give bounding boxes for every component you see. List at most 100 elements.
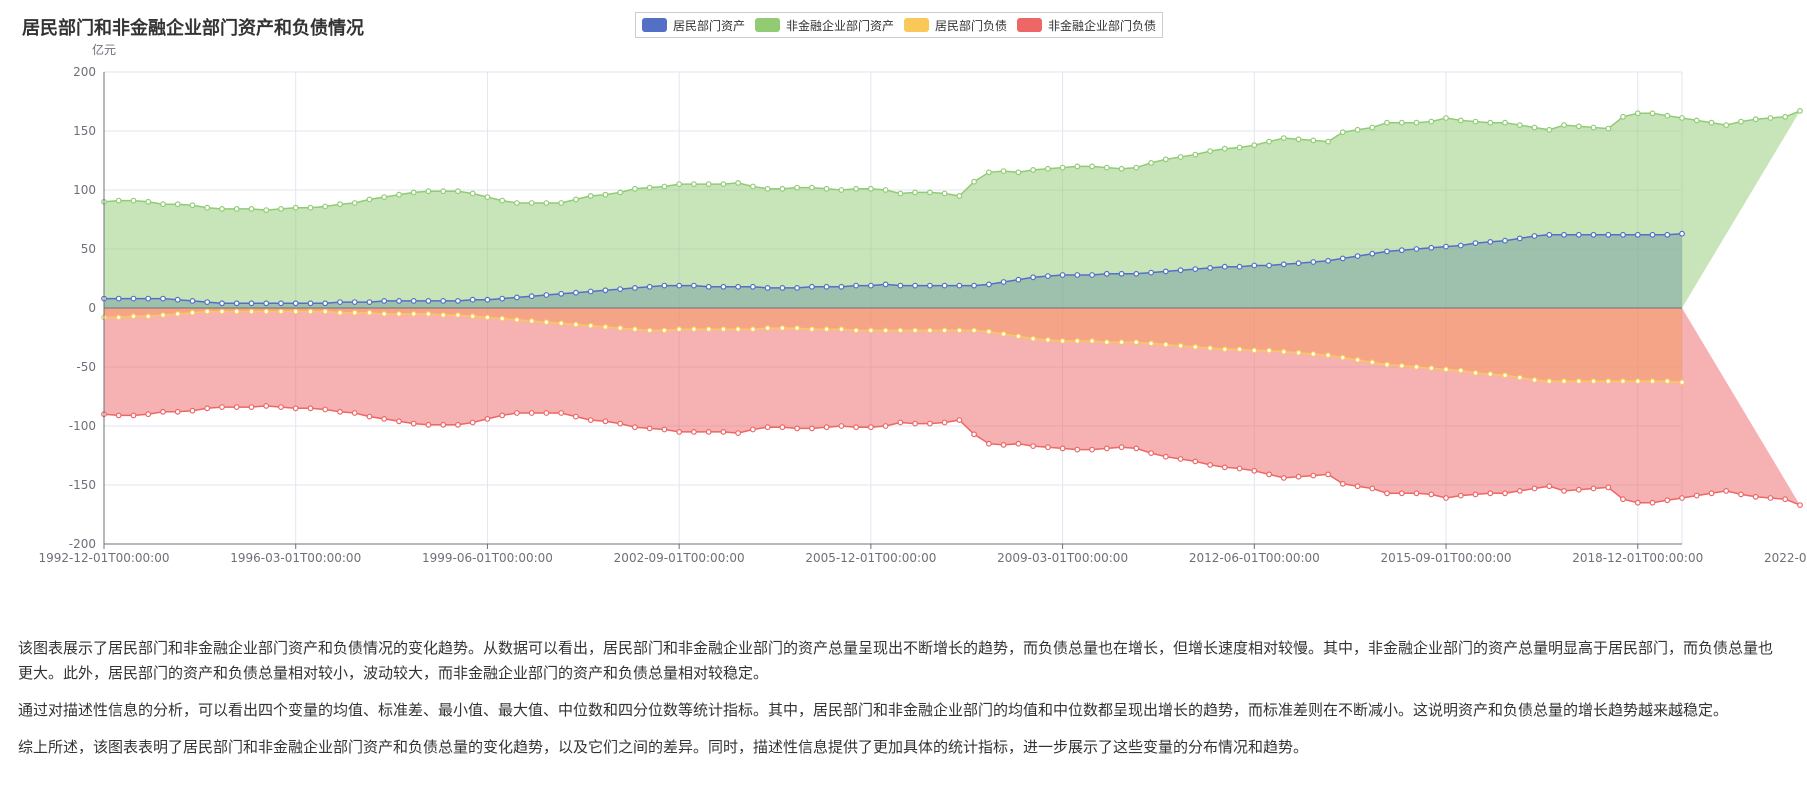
- data-point: [499, 315, 506, 322]
- data-point: [1752, 116, 1759, 123]
- data-point: [1295, 349, 1302, 356]
- data-point: [396, 298, 402, 304]
- x-tick-label: 2022-03-01T00:00:00: [1764, 551, 1807, 565]
- data-point: [632, 424, 638, 431]
- chart-legend: 居民部门资产 非金融企业部门资产 居民部门负债 非金融企业部门负债: [635, 12, 1164, 38]
- y-tick-label: 200: [73, 65, 96, 79]
- data-point: [1487, 238, 1494, 245]
- y-tick-label: -100: [69, 419, 96, 433]
- data-point: [1546, 126, 1553, 133]
- data-point: [1192, 458, 1199, 465]
- data-point: [779, 185, 786, 192]
- data-point: [115, 197, 122, 204]
- data-point: [971, 178, 977, 185]
- data-point: [1531, 124, 1538, 131]
- data-point: [219, 308, 225, 315]
- data-point: [145, 313, 152, 320]
- data-point: [882, 327, 889, 334]
- data-point: [587, 322, 594, 329]
- data-point: [1472, 491, 1479, 498]
- data-point: [764, 325, 771, 332]
- data-point: [1575, 486, 1582, 493]
- data-point: [1516, 374, 1523, 381]
- data-point: [130, 313, 137, 320]
- data-point: [514, 294, 520, 301]
- x-tick-label: 2015-09-01T00:00:00: [1381, 551, 1512, 565]
- data-point: [1339, 354, 1346, 361]
- data-point: [1133, 445, 1140, 452]
- data-point: [1797, 502, 1803, 509]
- data-point: [809, 283, 815, 290]
- x-tick-label: 1999-06-01T00:00:00: [422, 551, 553, 565]
- data-point: [1502, 490, 1508, 497]
- data-point: [484, 314, 491, 321]
- y-tick-label: 50: [81, 242, 96, 256]
- data-point: [543, 319, 550, 326]
- data-point: [204, 308, 211, 315]
- data-point: [1664, 231, 1671, 238]
- legend-label-corp-assets: 非金融企业部门资产: [786, 18, 895, 33]
- x-tick-label: 2005-12-01T00:00:00: [805, 551, 936, 565]
- data-point: [735, 430, 741, 437]
- data-point: [1634, 110, 1641, 117]
- data-point: [941, 190, 948, 197]
- data-point: [115, 412, 122, 419]
- data-point: [1133, 164, 1140, 171]
- data-point: [292, 300, 299, 307]
- data-point: [1472, 370, 1479, 376]
- data-point: [587, 192, 594, 199]
- data-point: [661, 426, 668, 433]
- data-point: [1634, 231, 1641, 238]
- legend-item-corp-liab[interactable]: 非金融企业部门负债: [1017, 17, 1156, 34]
- description-paragraph: 综上所述，该图表表明了居民部门和非金融企业部门资产和负债总量的变化趋势，以及它们…: [18, 738, 1309, 756]
- data-point: [927, 327, 933, 334]
- data-point: [499, 197, 506, 204]
- data-point: [573, 289, 579, 296]
- data-point: [1428, 118, 1435, 125]
- data-point: [425, 311, 432, 317]
- data-point: [986, 440, 992, 447]
- data-point: [1398, 490, 1405, 497]
- data-point: [1192, 151, 1199, 158]
- data-point: [381, 194, 388, 201]
- data-point: [1089, 338, 1095, 344]
- data-point: [543, 410, 550, 416]
- data-point: [130, 412, 137, 419]
- legend-item-household-liab[interactable]: 居民部门负债: [904, 17, 1007, 34]
- data-point: [1177, 154, 1184, 160]
- data-point: [1487, 119, 1494, 126]
- data-point: [838, 423, 845, 429]
- data-point: [986, 169, 992, 176]
- data-point: [691, 181, 697, 188]
- data-point: [573, 321, 579, 328]
- data-point: [1369, 485, 1376, 492]
- data-point: [1015, 276, 1022, 283]
- data-point: [735, 179, 741, 186]
- data-point: [1207, 345, 1213, 352]
- data-point: [278, 404, 284, 411]
- legend-item-household-assets[interactable]: 居民部门资产: [642, 17, 745, 34]
- data-point: [1074, 163, 1081, 170]
- legend-item-corp-assets[interactable]: 非金融企业部门资产: [755, 17, 894, 34]
- data-point: [1605, 231, 1612, 238]
- data-point: [1236, 263, 1243, 270]
- data-point: [1295, 473, 1302, 480]
- data-point: [292, 405, 299, 412]
- data-point: [1384, 119, 1390, 126]
- data-point: [1605, 378, 1612, 385]
- data-point: [1457, 367, 1464, 374]
- data-point: [528, 200, 535, 206]
- data-point: [1325, 257, 1331, 264]
- data-point: [425, 188, 432, 195]
- data-point: [351, 410, 358, 416]
- data-point: [646, 425, 653, 432]
- data-point: [764, 284, 771, 291]
- x-tick-label: 2002-09-01T00:00:00: [614, 551, 745, 565]
- data-point: [263, 308, 270, 315]
- data-point: [204, 204, 211, 211]
- data-point: [337, 299, 343, 306]
- data-point: [410, 311, 417, 317]
- data-point: [558, 200, 565, 206]
- data-point: [1177, 456, 1184, 462]
- data-point: [676, 326, 683, 333]
